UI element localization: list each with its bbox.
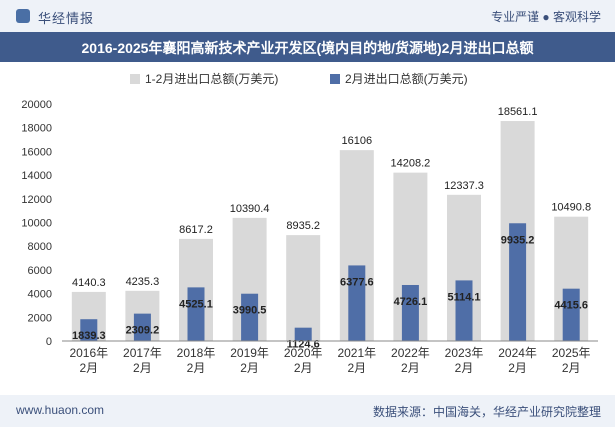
data-label-feb: 6377.6 — [340, 276, 374, 288]
y-tick-label: 4000 — [28, 289, 52, 301]
data-label-total: 4140.3 — [72, 277, 106, 289]
data-label-total: 10390.4 — [230, 203, 270, 215]
data-label-feb: 4415.6 — [554, 300, 588, 312]
data-label-total: 8617.2 — [179, 224, 213, 236]
data-label-total: 14208.2 — [391, 158, 431, 170]
footer-source: 数据来源：中国海关，华经产业研究院整理 — [372, 405, 601, 419]
bars: 4140.3 1839.3 4235.3 2309.2 8617.2 4525.1 1039… — [71, 106, 591, 351]
legend: 1-2月进出口总额(万美元) 2月进出口总额(万美元) — [130, 72, 468, 86]
data-label-total: 8935.2 — [286, 220, 320, 232]
data-label-total: 16106 — [342, 135, 373, 147]
legend-label-1: 1-2月进出口总额(万美元) — [145, 72, 278, 86]
bar-feb — [80, 319, 98, 341]
bar-feb — [133, 313, 151, 341]
y-tick-label: 12000 — [21, 194, 52, 206]
y-tick-label: 14000 — [21, 170, 52, 182]
bar-feb — [294, 327, 312, 341]
data-label-total: 4235.3 — [126, 276, 160, 288]
bar-total — [286, 235, 321, 341]
legend-swatch-1 — [130, 74, 140, 84]
x-tick-label: 2024年 2月 — [498, 346, 537, 375]
data-label-feb: 3990.5 — [233, 305, 267, 317]
x-tick-label: 2018年 2月 — [177, 346, 216, 375]
x-tick-label: 2017年 2月 — [123, 346, 162, 375]
x-axis: 2016年 2月 2017年 2月 2018年 2月 2019年 2月 2020年 2月 2021年… — [62, 340, 598, 375]
legend-swatch-2 — [330, 74, 340, 84]
data-label-feb: 1124.6 — [287, 339, 320, 351]
x-tick-label: 2025年 2月 — [552, 346, 591, 375]
x-tick-label: 2016年 2月 — [69, 346, 108, 375]
x-tick-label: 2022年 2月 — [391, 346, 430, 375]
data-label-total: 12337.3 — [444, 180, 484, 192]
bar-feb — [562, 288, 580, 341]
data-label-feb: 1839.3 — [72, 330, 106, 342]
y-tick-label: 20000 — [21, 99, 52, 111]
y-axis: 0 2000 4000 6000 8000 10000 12000 14000 16000 180… — [21, 99, 52, 348]
y-tick-label: 2000 — [28, 312, 52, 324]
data-label-feb: 9935.2 — [501, 234, 535, 246]
y-tick-label: 8000 — [28, 241, 52, 253]
y-tick-label: 10000 — [21, 218, 52, 230]
data-label-total: 10490.8 — [551, 202, 591, 214]
y-tick-label: 18000 — [21, 123, 52, 135]
data-label-feb: 2309.2 — [126, 325, 160, 337]
bar-feb — [455, 280, 473, 341]
data-label-total: 18561.1 — [498, 106, 538, 118]
brand-slogan: 专业严谨 ● 客观科学 — [491, 10, 601, 24]
brand-logo-icon — [16, 9, 30, 23]
chart-title: 2016-2025年襄阳高新技术产业开发区(境内目的地/货源地)2月进出口总额 — [81, 40, 534, 56]
bar-feb — [348, 265, 366, 341]
x-tick-label: 2021年 2月 — [337, 346, 376, 375]
data-label-feb: 4525.1 — [179, 298, 213, 310]
y-tick-label: 0 — [46, 336, 52, 348]
title-bar: 2016-2025年襄阳高新技术产业开发区(境内目的地/货源地)2月进出口总额 — [0, 32, 615, 62]
bar-chart: 1-2月进出口总额(万美元) 2月进出口总额(万美元) 0 2000 4000 6000… — [21, 72, 598, 375]
y-tick-label: 6000 — [28, 265, 52, 277]
header-bar: 华经情报 专业严谨 ● 客观科学 — [0, 0, 615, 32]
bar-feb — [401, 284, 419, 341]
x-tick-label: 2023年 2月 — [445, 346, 484, 375]
bar-feb — [509, 223, 527, 341]
legend-label-2: 2月进出口总额(万美元) — [345, 72, 468, 86]
x-tick-label: 2019年 2月 — [230, 346, 269, 375]
y-tick-label: 16000 — [21, 146, 52, 158]
data-label-feb: 4726.1 — [394, 296, 428, 308]
brand-name: 华经情报 — [38, 11, 95, 26]
bar-feb — [241, 293, 259, 341]
footer-bar: www.huaon.com 数据来源：中国海关，华经产业研究院整理 — [0, 395, 615, 427]
x-tick-label: 2020年 2月 — [284, 346, 323, 375]
footer-url: www.huaon.com — [16, 403, 105, 417]
bar-feb — [187, 287, 205, 341]
data-label-feb: 5114.1 — [447, 291, 480, 303]
